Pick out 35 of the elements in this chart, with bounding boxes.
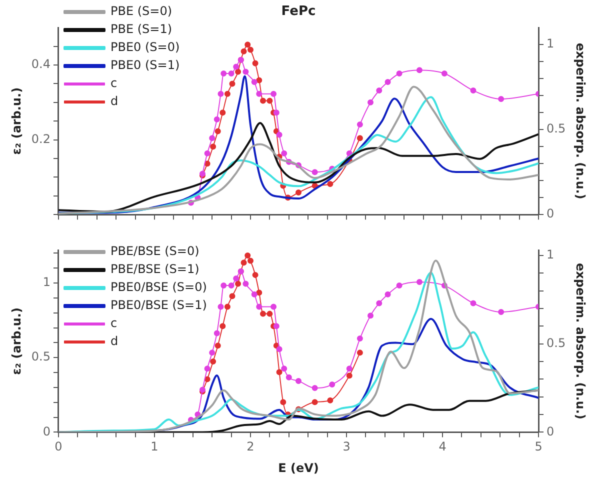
y2-axis-title: experim. absorp. (n.u.) bbox=[574, 42, 588, 200]
x-tick-label: 3 bbox=[342, 440, 350, 454]
x-tick-label: 0 bbox=[54, 440, 62, 454]
y2-tick-label: 0 bbox=[546, 206, 554, 221]
y2-tick-label: 0.5 bbox=[546, 336, 566, 350]
y-tick-label: 0.4 bbox=[31, 57, 50, 72]
legend-label: c bbox=[110, 76, 118, 90]
legend-label: d bbox=[110, 94, 118, 108]
y2-tick-label: 1 bbox=[546, 248, 554, 262]
y2-tick-label: 0 bbox=[546, 424, 554, 438]
legend-label: PBE0/BSE (S=0) bbox=[110, 280, 207, 294]
y2-axis-title: experim. absorp. (n.u.) bbox=[574, 263, 588, 420]
y-tick-label: 0.5 bbox=[31, 350, 50, 364]
x-tick-label: 5 bbox=[534, 440, 542, 454]
y2-tick-label: 0.5 bbox=[546, 122, 566, 136]
y2-tick-label: 1 bbox=[546, 36, 554, 51]
y-tick-label: 0.2 bbox=[31, 132, 50, 146]
legend-label: PBE0 (S=0) bbox=[110, 40, 180, 54]
legend-label: PBE (S=1) bbox=[110, 22, 172, 36]
legend-label: PBE0 (S=1) bbox=[110, 58, 180, 72]
legend-label: PBE (S=0) bbox=[110, 4, 172, 18]
chart-title: FePc bbox=[281, 4, 316, 20]
legend-label: PBE0/BSE (S=1) bbox=[110, 298, 207, 312]
x-axis-title: E (eV) bbox=[278, 460, 319, 475]
y-tick-label: 0 bbox=[42, 424, 50, 438]
legend-label: PBE/BSE (S=1) bbox=[110, 262, 200, 276]
x-tick-label: 2 bbox=[246, 440, 254, 454]
y-tick-label: 1 bbox=[42, 275, 50, 290]
legend-label: PBE/BSE (S=0) bbox=[110, 244, 200, 258]
y-axis-title: ε₂ (arb.u.) bbox=[9, 308, 24, 375]
y-axis-title: ε₂ (arb.u.) bbox=[9, 87, 24, 155]
legend-label: d bbox=[110, 334, 118, 348]
legend-label: c bbox=[110, 316, 118, 330]
x-tick-label: 4 bbox=[438, 440, 446, 454]
x-tick-label: 1 bbox=[150, 440, 158, 454]
